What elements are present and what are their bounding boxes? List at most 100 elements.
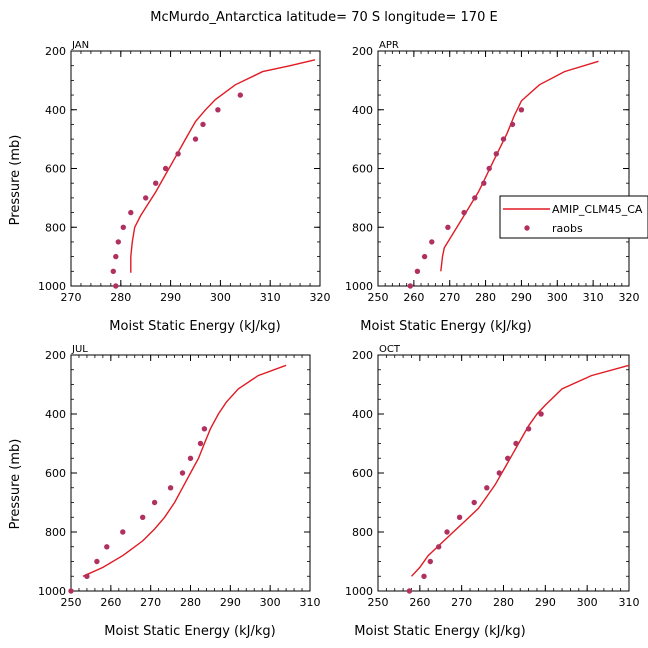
x-tick-label: 280: [110, 291, 131, 304]
obs-point-jan: [120, 224, 127, 230]
y-tick-label: 1000: [38, 280, 66, 293]
figure-title: McMurdo_Antarctica latitude= 70 S longit…: [150, 10, 497, 25]
y-tick-label: 200: [352, 45, 373, 58]
obs-point-oct: [513, 440, 519, 447]
y-tick-label: 800: [45, 526, 66, 539]
obs-point-apr: [481, 180, 487, 186]
x-tick-label: 320: [310, 291, 331, 304]
y-tick-label: 400: [352, 104, 373, 117]
obs-point-apr: [445, 224, 451, 230]
y-tick-label: 200: [352, 349, 373, 362]
obs-point-oct: [505, 455, 511, 461]
legend-obs-marker: [524, 225, 530, 231]
panel-apr: APR 250 260 270 280 290 300 310 320 200 400 600 800 1…: [345, 40, 640, 304]
obs-point-jan: [153, 180, 159, 186]
x-tick-label: 300: [210, 291, 231, 304]
obs-point-apr: [414, 268, 421, 274]
obs-point-jul: [201, 426, 208, 432]
x-axis-label-oct: Moist Static Energy (kJ/kg): [354, 624, 525, 639]
obs-point-oct: [406, 588, 413, 594]
x-tick-label: 260: [409, 596, 430, 609]
y-tick-label: 1000: [345, 585, 373, 598]
x-tick-label: 270: [439, 291, 460, 304]
obs-point-jan: [115, 239, 122, 245]
obs-point-oct: [436, 544, 442, 550]
x-tick-label: 270: [451, 596, 472, 609]
obs-point-jul: [187, 455, 194, 461]
panel-label-jul: JUL: [71, 344, 88, 355]
obs-point-jan: [113, 253, 119, 260]
x-tick-label: 250: [61, 596, 82, 609]
obs-point-apr: [472, 195, 478, 201]
x-tick-label: 250: [368, 596, 389, 609]
x-tick-label: 270: [61, 291, 82, 304]
y-tick-label: 1000: [38, 585, 66, 598]
x-tick-label: 250: [368, 291, 389, 304]
x-tick-label: 280: [180, 596, 201, 609]
model-line-oct: [410, 364, 630, 577]
obs-point-oct: [484, 485, 490, 491]
obs-point-jul: [104, 544, 110, 550]
obs-point-jan: [162, 165, 169, 172]
obs-point-jul: [167, 485, 174, 491]
x-tick-label: 290: [160, 291, 181, 304]
obs-point-apr: [429, 239, 435, 245]
obs-point-oct: [421, 573, 427, 579]
y-tick-label: 800: [352, 221, 373, 234]
obs-point-jul: [151, 499, 158, 506]
model-line-jul: [82, 364, 287, 577]
obs-point-oct: [471, 499, 477, 506]
obs-point-jul: [140, 514, 146, 520]
obs-point-jan: [192, 136, 199, 142]
obs-point-oct: [456, 514, 463, 520]
obs-point-jan: [110, 268, 117, 274]
panel-oct: OCT 250 260 270 280 290 300 310 200 400 600 800 1000: [345, 344, 640, 609]
obs-point-jan: [113, 283, 119, 289]
y-tick-label: 1000: [345, 280, 373, 293]
obs-point-apr: [493, 151, 499, 157]
y-tick-label: 200: [45, 45, 66, 58]
obs-point-apr: [500, 136, 507, 142]
obs-point-jul: [179, 470, 186, 476]
obs-point-oct: [427, 558, 433, 565]
x-tick-label: 260: [403, 291, 424, 304]
obs-point-apr: [421, 253, 428, 260]
obs-point-apr: [509, 121, 516, 128]
x-tick-label: 270: [140, 596, 161, 609]
obs-point-jul: [68, 588, 74, 594]
obs-point-oct: [496, 470, 502, 476]
panel-label-oct: OCT: [379, 344, 401, 355]
y-tick-label: 800: [352, 526, 373, 539]
panel-jan: JAN 270 280 290 300 310 320 200 400 600 800 1000: [38, 40, 331, 304]
obs-point-jan: [237, 92, 243, 98]
obs-point-jul: [84, 573, 90, 579]
panel-label-apr: APR: [379, 40, 399, 51]
obs-point-oct: [444, 529, 450, 535]
obs-point-apr: [461, 209, 467, 216]
x-tick-label: 300: [577, 596, 598, 609]
x-tick-label: 320: [619, 291, 640, 304]
obs-point-oct: [538, 411, 544, 417]
obs-point-jul: [94, 558, 100, 565]
x-tick-label: 300: [260, 596, 281, 609]
y-tick-label: 400: [45, 104, 66, 117]
y-tick-label: 600: [45, 467, 66, 480]
x-tick-label: 300: [547, 291, 568, 304]
y-tick-label: 600: [45, 163, 66, 176]
obs-point-jan: [128, 209, 134, 216]
x-tick-label: 310: [583, 291, 604, 304]
y-axis-label-top: Pressure (mb): [8, 135, 23, 226]
x-tick-label: 260: [100, 596, 121, 609]
x-tick-label: 310: [619, 596, 640, 609]
legend: AMIP_CLM45_CA raobs: [499, 195, 648, 239]
plot-frame: [377, 354, 630, 592]
obs-point-jul: [197, 440, 204, 447]
model-line-jan: [130, 59, 316, 273]
obs-point-jan: [215, 107, 221, 113]
x-tick-label: 290: [535, 596, 556, 609]
plot-frame: [70, 50, 321, 287]
obs-point-jan: [200, 121, 206, 128]
x-tick-label: 310: [260, 291, 281, 304]
x-tick-label: 280: [475, 291, 496, 304]
panel-jul: JUL 250 260 270 280 290 300 310 200 400 600 800 1000: [38, 344, 321, 609]
